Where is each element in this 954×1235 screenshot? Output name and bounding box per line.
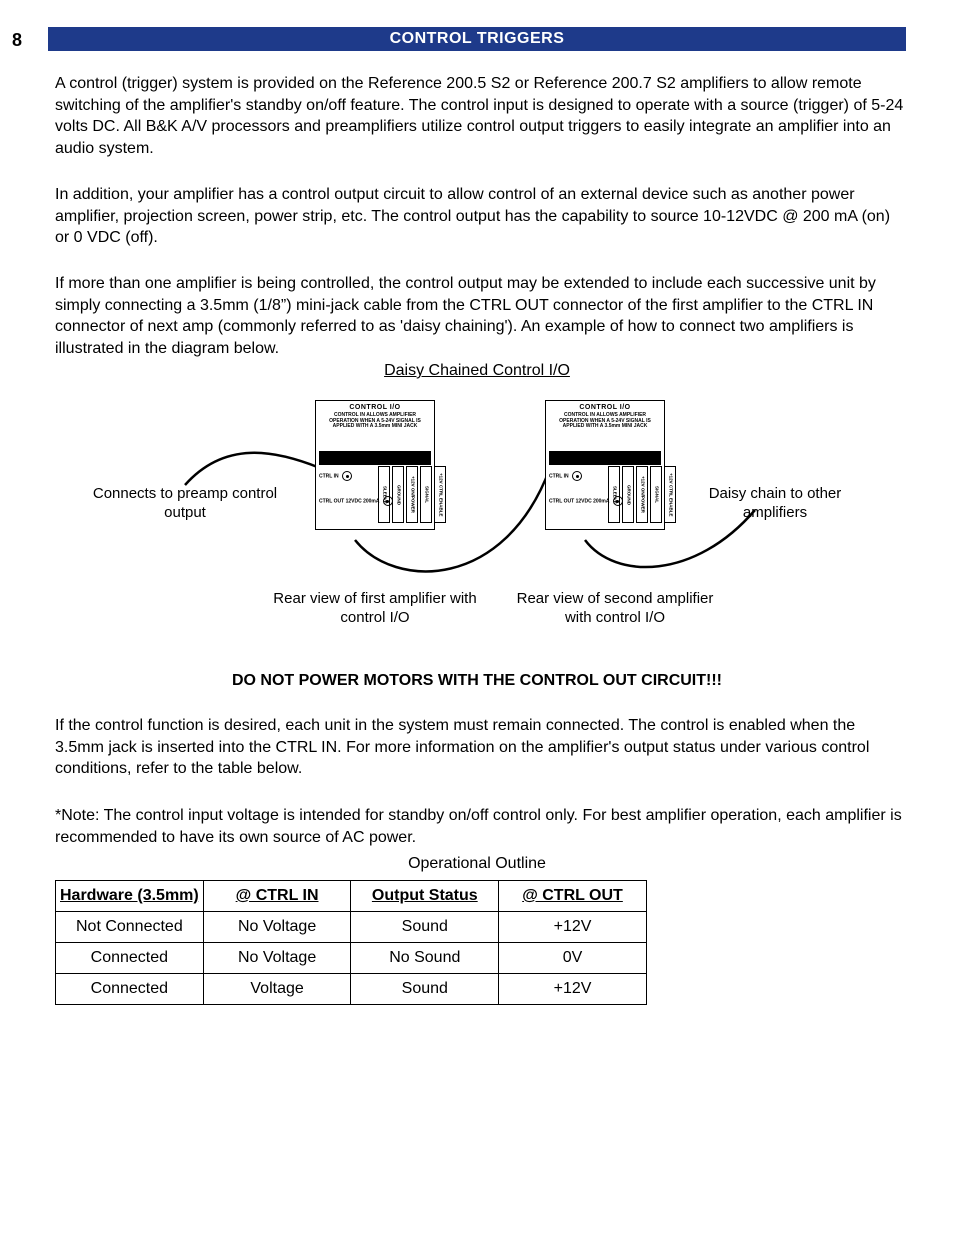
- cell-ctrl-in: Voltage: [203, 974, 351, 1005]
- legend-signal: SIGNAL: [650, 466, 662, 523]
- table-header-row: Hardware (3.5mm) @ CTRL IN Output Status…: [56, 881, 647, 912]
- daisy-chain-diagram: CONTROL I/O CONTROL IN ALLOWS AMPLIFIER …: [55, 390, 899, 640]
- cell-hardware: Connected: [56, 943, 204, 974]
- jack-icon: [342, 471, 352, 481]
- header-ctrl-out: @ CTRL OUT: [499, 881, 647, 912]
- caption-amp1-rear-view: Rear view of first amplifier with contro…: [265, 590, 485, 628]
- legend-enable: +12V CTRL ENABLE: [664, 466, 676, 523]
- header-hardware: Hardware (3.5mm): [56, 881, 204, 912]
- cell-ctrl-out: 0V: [499, 943, 647, 974]
- table-title: Operational Outline: [0, 855, 954, 873]
- amp2-ctrl-in-jack: CTRL IN: [549, 471, 582, 481]
- paragraph-daisy-chain: If more than one amplifier is being cont…: [55, 273, 906, 359]
- amp1-ctrl-in-label: CTRL IN: [319, 473, 339, 479]
- cell-ctrl-out: +12V: [499, 974, 647, 1005]
- cell-ctrl-in: No Voltage: [203, 943, 351, 974]
- amp1-control-io-description: CONTROL IN ALLOWS AMPLIFIER OPERATION WH…: [319, 413, 431, 430]
- legend-power: +12V ON/POWER: [406, 466, 418, 523]
- amplifier-1-rear-panel: CONTROL I/O CONTROL IN ALLOWS AMPLIFIER …: [315, 400, 435, 530]
- header-output-status: Output Status: [351, 881, 499, 912]
- legend-sleeve: SLEEVE: [378, 466, 390, 523]
- warning-no-motors: DO NOT POWER MOTORS WITH THE CONTROL OUT…: [0, 672, 954, 690]
- amp2-control-io-heading: CONTROL I/O: [549, 404, 661, 411]
- cell-output-status: Sound: [351, 912, 499, 943]
- amp2-ctrl-out-label: CTRL OUT 12VDC 200mA: [549, 498, 609, 504]
- section-title-bar: CONTROL TRIGGERS: [48, 27, 906, 51]
- table-row: Connected Voltage Sound +12V: [56, 974, 647, 1005]
- document-page: 8 CONTROL TRIGGERS A control (trigger) s…: [0, 0, 954, 60]
- jack-icon: [572, 471, 582, 481]
- amp1-signal-legend: SLEEVE GROUND +12V ON/POWER SIGNAL +12V …: [378, 466, 428, 523]
- amp2-signal-legend: SLEEVE GROUND +12V ON/POWER SIGNAL +12V …: [608, 466, 658, 523]
- cell-output-status: Sound: [351, 974, 499, 1005]
- cell-ctrl-out: +12V: [499, 912, 647, 943]
- cell-hardware: Not Connected: [56, 912, 204, 943]
- legend-ground: GROUND: [392, 466, 404, 523]
- amp1-ctrl-out-label: CTRL OUT 12VDC 200mA: [319, 498, 379, 504]
- legend-sleeve: SLEEVE: [608, 466, 620, 523]
- legend-ground: GROUND: [622, 466, 634, 523]
- page-number: 8: [12, 30, 22, 51]
- amp1-control-io-heading: CONTROL I/O: [319, 404, 431, 411]
- amplifier-2-rear-panel: CONTROL I/O CONTROL IN ALLOWS AMPLIFIER …: [545, 400, 665, 530]
- diagram-title: Daisy Chained Control I/O: [0, 362, 954, 380]
- caption-preamp-connection: Connects to preamp control output: [85, 485, 285, 523]
- table-row: Not Connected No Voltage Sound +12V: [56, 912, 647, 943]
- amp1-ctrl-in-jack: CTRL IN: [319, 471, 352, 481]
- paragraph-note-ac-power: *Note: The control input voltage is inte…: [55, 805, 906, 848]
- header-ctrl-in: @ CTRL IN: [203, 881, 351, 912]
- cell-output-status: No Sound: [351, 943, 499, 974]
- amp2-control-io-description: CONTROL IN ALLOWS AMPLIFIER OPERATION WH…: [549, 413, 661, 430]
- paragraph-output-circuit: In addition, your amplifier has a contro…: [55, 184, 906, 249]
- legend-enable: +12V CTRL ENABLE: [434, 466, 446, 523]
- caption-daisy-chain: Daisy chain to other amplifiers: [685, 485, 865, 523]
- cell-ctrl-in: No Voltage: [203, 912, 351, 943]
- amp2-panel-strip: [549, 451, 661, 465]
- caption-amp2-rear-view: Rear view of second amplifier with contr…: [505, 590, 725, 628]
- paragraph-intro: A control (trigger) system is provided o…: [55, 73, 906, 159]
- table-row: Connected No Voltage No Sound 0V: [56, 943, 647, 974]
- amp2-ctrl-in-label: CTRL IN: [549, 473, 569, 479]
- legend-power: +12V ON/POWER: [636, 466, 648, 523]
- legend-signal: SIGNAL: [420, 466, 432, 523]
- paragraph-control-enabled: If the control function is desired, each…: [55, 715, 906, 780]
- operational-outline-table: Hardware (3.5mm) @ CTRL IN Output Status…: [55, 880, 647, 1005]
- cell-hardware: Connected: [56, 974, 204, 1005]
- amp1-panel-strip: [319, 451, 431, 465]
